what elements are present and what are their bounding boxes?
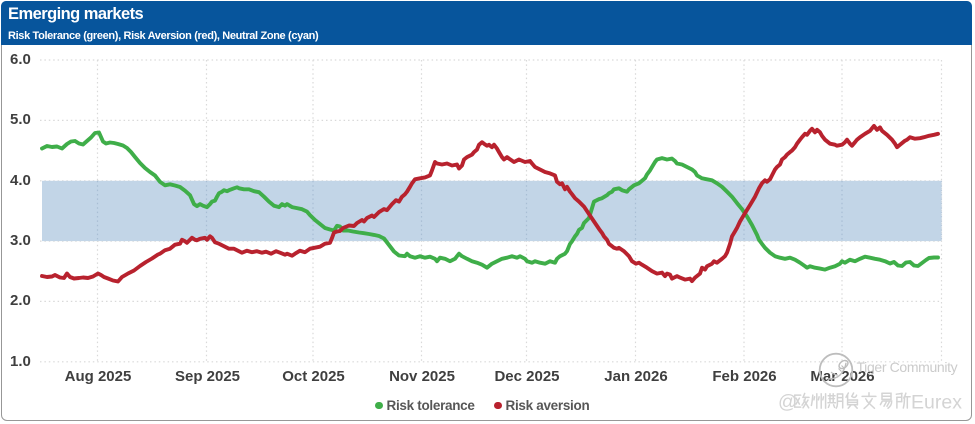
svg-text:Eurex: Eurex — [911, 392, 962, 414]
svg-text:@: @ — [778, 392, 797, 413]
svg-text:Tiger Community: Tiger Community — [857, 359, 958, 375]
